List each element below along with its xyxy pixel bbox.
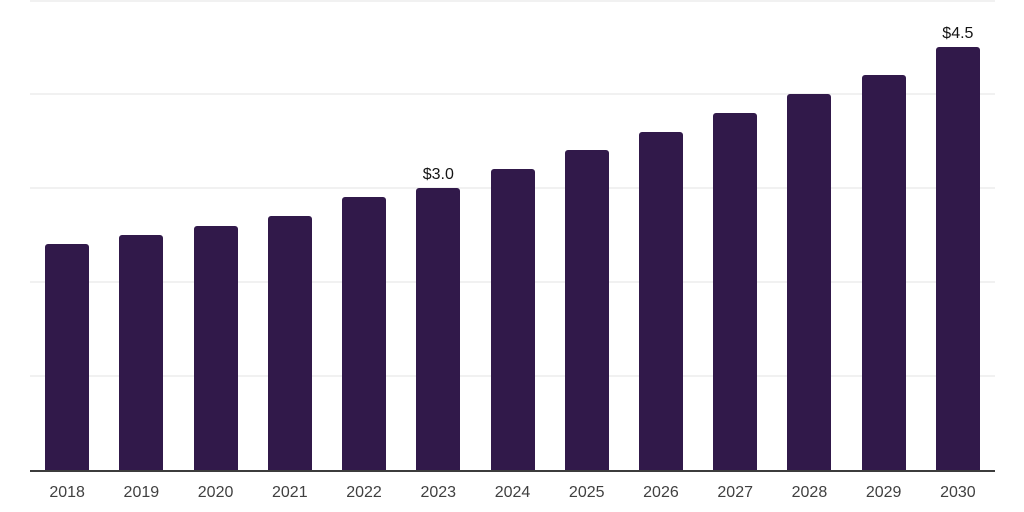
x-tick-label-2019: 2019	[123, 484, 160, 501]
gridline	[30, 93, 995, 95]
bar-2025	[564, 150, 609, 470]
gridline	[30, 0, 995, 2]
bar-2028	[787, 94, 832, 470]
bar-2022	[342, 197, 387, 470]
bar-2023	[416, 188, 461, 470]
x-tick-label-2023: 2023	[420, 484, 457, 501]
x-tick-label-2026: 2026	[643, 484, 679, 501]
bar-2019	[119, 235, 164, 470]
x-tick-label-2025: 2025	[568, 484, 605, 501]
bar-2026	[638, 131, 683, 470]
bar-2020	[193, 225, 238, 470]
x-tick-label-2029: 2029	[865, 484, 902, 501]
bar-2030	[935, 47, 980, 470]
x-tick-label-2024: 2024	[494, 484, 531, 501]
x-tick-label-2030: 2030	[940, 484, 976, 501]
x-tick-label-2018: 2018	[49, 484, 85, 501]
bar-2027	[713, 112, 758, 470]
x-tick-label-2028: 2028	[791, 484, 828, 501]
bar-2018	[45, 244, 90, 470]
bar-2021	[267, 216, 312, 470]
data-label-2023: $3.0	[422, 166, 454, 183]
bar-2029	[861, 75, 906, 470]
x-tick-label-2027: 2027	[717, 484, 753, 501]
x-axis-line	[30, 470, 995, 472]
x-tick-label-2021: 2021	[272, 484, 308, 501]
x-tick-label-2020: 2020	[197, 484, 234, 501]
x-tick-label-2022: 2022	[346, 484, 382, 501]
bar-2024	[490, 169, 535, 470]
data-label-2030: $4.5	[942, 25, 974, 42]
